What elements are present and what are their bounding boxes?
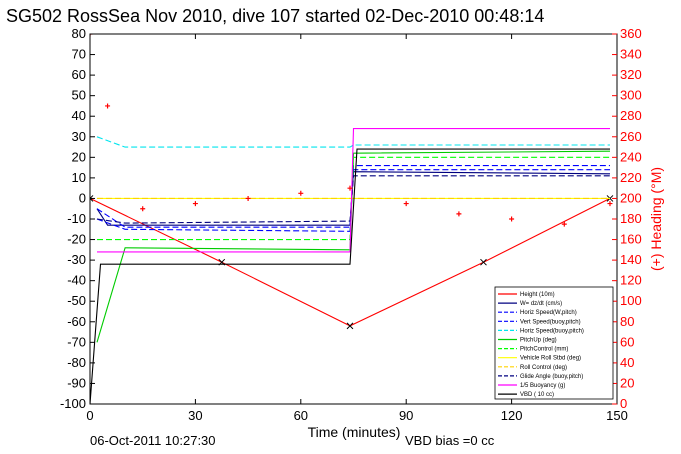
- axes: 0 30 60 90 120 15080706050403020100-10-20-30-…: [60, 26, 642, 423]
- y-right-tick-label: 180: [620, 211, 642, 226]
- x-tick-label: 90: [399, 408, 413, 423]
- y-left-tick-label: 80: [72, 26, 86, 41]
- legend-entry: VBD ( 10 cc): [520, 392, 554, 398]
- y-left-tick-label: -80: [67, 355, 86, 370]
- legend-entry: Glide Angle (buoy,pitch): [520, 374, 583, 380]
- x-axis-label: Time (minutes): [308, 424, 401, 440]
- y-right-tick-label: 360: [620, 26, 642, 41]
- y-right-tick-label: 200: [620, 190, 642, 205]
- y-left-tick-label: 50: [72, 88, 86, 103]
- y-left-tick-label: 20: [72, 149, 86, 164]
- y-right-tick-label: 340: [620, 47, 642, 62]
- height-point: [90, 195, 94, 202]
- heading-point: [298, 190, 304, 196]
- y-right-tick-label: 260: [620, 129, 642, 144]
- heading-point: [192, 201, 198, 207]
- y-right-tick-label: 40: [620, 355, 634, 370]
- legend: Height (10m) W= dz/dt (cm/s) Horiz Speed(W…: [494, 286, 614, 400]
- y-left-tick-label: 30: [72, 129, 86, 144]
- heading-point: [245, 195, 251, 201]
- y-right-tick-label: 100: [620, 293, 642, 308]
- footer-vbd-bias: VBD bias =0 cc: [405, 433, 495, 448]
- x-tick-label: 120: [501, 408, 523, 423]
- y-left-tick-label: 0: [79, 190, 86, 205]
- y-right-tick-label: 0: [620, 396, 627, 411]
- y-left-tick-label: -20: [67, 232, 86, 247]
- heading-point: [347, 185, 353, 191]
- y-right-tick-label: 280: [620, 108, 642, 123]
- heading-point: [509, 216, 515, 222]
- x-tick-label: 30: [188, 408, 202, 423]
- x-tick-label: 150: [606, 408, 628, 423]
- x-tick-label: 60: [294, 408, 308, 423]
- series-horiz-speed-w-pitch: [96, 169, 610, 228]
- series-w-dz-dt-cm-s: [96, 171, 611, 226]
- y-right-tick-label: 60: [620, 334, 634, 349]
- series-horiz-speed-buoy-pitch: [96, 136, 610, 148]
- heading-point: [140, 206, 146, 212]
- y-left-tick-label: 60: [72, 67, 86, 82]
- legend-entry: Vert Speed(buoy,pitch): [520, 319, 581, 325]
- legend-entry: Horiz Speed(buoy,pitch): [520, 328, 584, 334]
- y-left-tick-label: 10: [72, 170, 86, 185]
- y-left-tick-label: -100: [60, 396, 86, 411]
- height-point: [480, 258, 487, 266]
- legend-entry: Horiz Speed(W,pitch): [520, 310, 577, 316]
- y-right-tick-label: 20: [620, 375, 634, 390]
- legend-entry: PitchControl (mm): [520, 347, 568, 353]
- y-right-tick-label: 120: [620, 273, 642, 288]
- x-tick-label: 0: [86, 408, 93, 423]
- height-point: [346, 322, 354, 330]
- y-right-tick-label: 240: [620, 149, 642, 164]
- plot-area: [90, 34, 614, 404]
- y-right-tick-label: 80: [620, 314, 634, 329]
- legend-entry: PitchUp (deg): [520, 338, 557, 344]
- y-left-tick-label: -50: [67, 293, 86, 308]
- heading-point: [456, 211, 462, 217]
- y-left-tick-label: 40: [72, 108, 86, 123]
- y-right-tick-label: 220: [620, 170, 642, 185]
- y-right-tick-label: 140: [620, 252, 642, 267]
- y-axis-right-label: (+) Heading (°M): [648, 167, 664, 271]
- heading-point: [403, 201, 409, 207]
- legend-entry: Height (10m): [520, 292, 555, 298]
- legend-box: [494, 286, 614, 400]
- legend-entry: Vehicle Roll Stbd (deg): [520, 356, 581, 362]
- heading-point: [561, 221, 567, 227]
- y-left-tick-label: 70: [72, 47, 86, 62]
- y-left-tick-label: -40: [67, 273, 86, 288]
- series-heading: [90, 34, 613, 227]
- y-left-tick-label: -60: [67, 314, 86, 329]
- heading-point: [105, 103, 111, 109]
- series-group: [90, 34, 614, 404]
- series-glide-angle-buoy-pitch: [96, 175, 610, 224]
- y-right-tick-label: 320: [620, 67, 642, 82]
- chart-title: SG502 RossSea Nov 2010, dive 107 started…: [6, 6, 544, 26]
- heading-point: [607, 201, 613, 207]
- legend-entry: 1/5 Buoyancy (g): [520, 383, 565, 389]
- series-vbd-10-cc: [90, 148, 610, 404]
- series-1-5-buoyancy-g: [97, 128, 610, 253]
- y-right-tick-label: 160: [620, 232, 642, 247]
- y-right-tick-label: 300: [620, 88, 642, 103]
- y-left-tick-label: -30: [67, 252, 86, 267]
- y-left-tick-label: -90: [67, 375, 86, 390]
- legend-entry: W= dz/dt (cm/s): [520, 301, 562, 307]
- y-left-tick-label: -10: [67, 211, 86, 226]
- footer-timestamp: 06-Oct-2011 10:27:30: [90, 433, 216, 448]
- y-left-tick-label: -70: [67, 334, 86, 349]
- legend-entry: Roll Control (deg): [520, 365, 567, 371]
